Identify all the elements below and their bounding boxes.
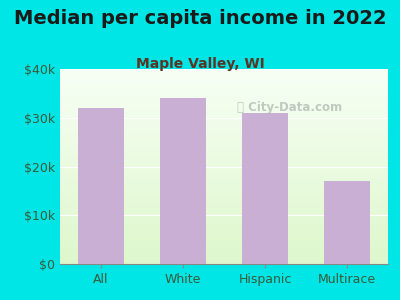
Text: Median per capita income in 2022: Median per capita income in 2022 [14, 9, 386, 28]
Bar [324, 181, 370, 264]
Bar [78, 108, 124, 264]
Text: Maple Valley, WI: Maple Valley, WI [136, 57, 264, 71]
Text: ⓘ City-Data.com: ⓘ City-Data.com [237, 101, 342, 115]
Bar [160, 98, 206, 264]
Bar [242, 113, 288, 264]
